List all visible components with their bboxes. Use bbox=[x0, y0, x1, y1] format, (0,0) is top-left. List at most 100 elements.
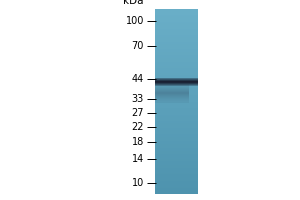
Bar bbox=[154, 144, 198, 145]
Bar bbox=[154, 143, 198, 144]
Bar bbox=[154, 65, 198, 66]
Bar bbox=[154, 48, 198, 49]
Bar bbox=[154, 10, 198, 11]
Bar bbox=[154, 25, 198, 26]
Bar bbox=[154, 110, 198, 111]
Bar bbox=[154, 166, 198, 167]
Bar bbox=[154, 145, 198, 146]
Bar bbox=[154, 181, 198, 182]
Bar bbox=[154, 173, 198, 174]
Bar bbox=[154, 118, 198, 119]
Bar bbox=[154, 21, 198, 22]
Bar bbox=[154, 190, 198, 191]
Bar bbox=[154, 71, 198, 72]
Bar bbox=[154, 193, 198, 194]
Bar bbox=[154, 74, 198, 75]
Bar bbox=[154, 151, 198, 152]
Bar bbox=[154, 171, 198, 172]
Bar bbox=[154, 57, 198, 58]
Bar bbox=[154, 9, 198, 10]
Bar bbox=[154, 34, 198, 35]
Bar bbox=[154, 56, 198, 57]
Bar bbox=[154, 133, 198, 134]
Bar bbox=[154, 73, 198, 74]
Bar bbox=[154, 178, 198, 179]
Bar bbox=[154, 187, 198, 188]
Bar bbox=[154, 66, 198, 67]
Bar bbox=[154, 91, 189, 92]
Bar bbox=[154, 189, 198, 190]
Bar bbox=[154, 104, 198, 105]
Bar bbox=[154, 55, 198, 56]
Bar bbox=[154, 87, 198, 88]
Bar bbox=[154, 98, 198, 99]
Bar bbox=[154, 42, 198, 43]
Bar bbox=[154, 94, 189, 95]
Bar bbox=[154, 97, 189, 98]
Bar bbox=[154, 29, 198, 30]
Bar bbox=[154, 99, 189, 100]
Bar bbox=[154, 106, 198, 107]
Bar bbox=[154, 174, 198, 175]
Bar bbox=[154, 82, 198, 83]
Bar bbox=[154, 117, 198, 118]
Bar bbox=[154, 184, 198, 185]
Text: 14: 14 bbox=[132, 154, 144, 164]
Bar bbox=[154, 19, 198, 20]
Bar bbox=[154, 26, 198, 27]
Text: 10: 10 bbox=[132, 178, 144, 188]
Bar bbox=[154, 134, 198, 135]
Bar bbox=[154, 152, 198, 153]
Bar bbox=[154, 93, 198, 94]
Bar bbox=[154, 126, 198, 127]
Text: 100: 100 bbox=[126, 16, 144, 26]
Bar bbox=[154, 27, 198, 28]
Bar bbox=[154, 192, 198, 193]
Bar bbox=[154, 84, 198, 85]
Bar bbox=[154, 23, 198, 24]
Bar bbox=[154, 175, 198, 176]
Bar bbox=[154, 108, 198, 109]
Bar bbox=[154, 86, 189, 87]
Bar bbox=[154, 136, 198, 137]
Bar bbox=[154, 111, 198, 112]
Bar bbox=[154, 96, 198, 97]
Bar bbox=[154, 131, 198, 132]
Bar bbox=[154, 185, 198, 186]
Bar bbox=[154, 12, 198, 13]
Bar bbox=[154, 132, 198, 133]
Bar bbox=[154, 94, 198, 95]
Bar bbox=[154, 46, 198, 47]
Bar bbox=[154, 155, 198, 156]
Bar bbox=[154, 142, 198, 143]
Bar bbox=[154, 115, 198, 116]
Bar bbox=[154, 17, 198, 18]
Bar bbox=[154, 191, 198, 192]
Bar bbox=[154, 139, 198, 140]
Bar bbox=[154, 177, 198, 178]
Bar bbox=[154, 90, 198, 91]
Bar bbox=[154, 95, 198, 96]
Bar bbox=[154, 36, 198, 37]
Bar bbox=[154, 183, 198, 184]
Bar bbox=[154, 105, 198, 106]
Bar bbox=[154, 100, 198, 101]
Bar bbox=[154, 80, 198, 81]
Bar bbox=[154, 79, 198, 80]
Bar bbox=[154, 98, 189, 99]
Bar bbox=[154, 77, 198, 78]
Bar bbox=[154, 85, 189, 86]
Bar bbox=[154, 121, 198, 122]
Bar bbox=[154, 153, 198, 154]
Bar bbox=[154, 20, 198, 21]
Text: 44: 44 bbox=[132, 74, 144, 84]
Bar bbox=[154, 137, 198, 138]
Bar bbox=[154, 168, 198, 169]
Bar bbox=[154, 37, 198, 38]
Bar bbox=[154, 33, 198, 34]
Bar bbox=[154, 123, 198, 124]
Bar bbox=[154, 116, 198, 117]
Bar bbox=[154, 87, 189, 88]
Bar bbox=[154, 70, 198, 71]
Bar bbox=[154, 63, 198, 64]
